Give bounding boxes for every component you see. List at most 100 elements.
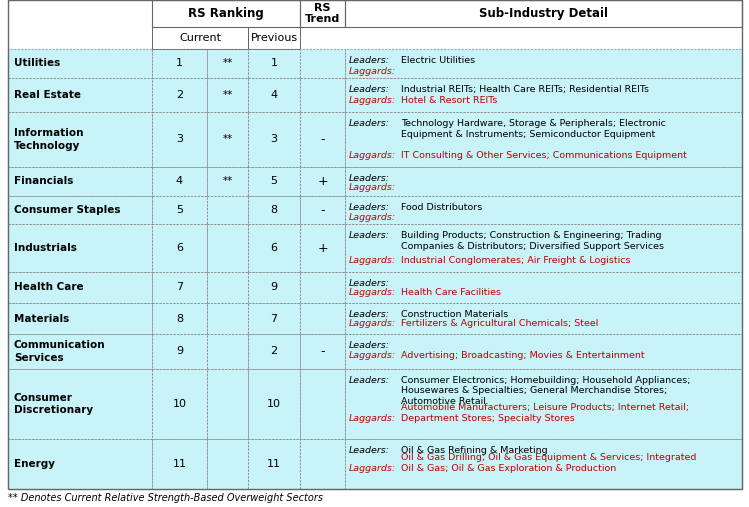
Bar	[248, 225, 300, 272]
Text: Electric Utilities: Electric Utilities	[401, 56, 475, 65]
Bar	[300, 303, 345, 335]
Bar	[207, 167, 248, 196]
Bar	[152, 272, 207, 303]
Bar	[345, 196, 742, 225]
Bar	[248, 272, 300, 303]
Bar	[207, 303, 248, 335]
Bar	[248, 335, 300, 369]
Text: Leaders:: Leaders:	[349, 56, 390, 65]
Bar	[8, 225, 152, 272]
Bar	[8, 303, 152, 335]
Bar	[207, 78, 248, 112]
Text: Consumer Staples: Consumer Staples	[14, 205, 121, 215]
Text: ** Denotes Current Relative Strength-Based Overweight Sectors: ** Denotes Current Relative Strength-Bas…	[8, 493, 323, 503]
Bar	[207, 272, 248, 303]
Bar	[248, 196, 300, 225]
Text: Automobile Manufacturers; Leisure Products; Internet Retail;
Department Stores; : Automobile Manufacturers; Leisure Produc…	[401, 403, 689, 423]
Bar	[8, 112, 152, 167]
Text: Technology Hardware, Storage & Peripherals; Electronic
Equipment & Instruments; : Technology Hardware, Storage & Periphera…	[401, 119, 666, 138]
Text: Laggards:: Laggards:	[349, 256, 396, 265]
Bar	[248, 225, 300, 272]
Text: RS
Trend: RS Trend	[305, 3, 340, 24]
Bar	[248, 369, 300, 439]
Text: Consumer
Discretionary: Consumer Discretionary	[14, 393, 93, 415]
Text: Building Products; Construction & Engineering; Trading
Companies & Distributors;: Building Products; Construction & Engine…	[401, 232, 664, 251]
Text: Consumer Electronics; Homebuilding; Household Appliances;
Housewares & Specialti: Consumer Electronics; Homebuilding; Hous…	[401, 376, 691, 406]
Bar	[8, 439, 152, 489]
Bar	[248, 167, 300, 196]
Bar	[345, 49, 742, 78]
Bar	[207, 225, 248, 272]
Bar	[248, 272, 300, 303]
Bar	[345, 0, 742, 27]
Bar	[300, 112, 345, 167]
Text: Laggards:: Laggards:	[349, 319, 396, 328]
Text: 4: 4	[176, 176, 183, 186]
Bar	[8, 167, 152, 196]
Bar	[8, 78, 152, 112]
Text: 11: 11	[172, 459, 187, 469]
Bar	[152, 78, 207, 112]
Bar	[300, 167, 345, 196]
Bar	[300, 272, 345, 303]
Text: Utilities: Utilities	[14, 58, 60, 68]
Bar	[8, 167, 152, 196]
Bar	[207, 369, 248, 439]
Bar	[152, 225, 207, 272]
Text: Laggards:: Laggards:	[349, 213, 396, 222]
Bar	[8, 196, 152, 225]
Bar	[345, 369, 742, 439]
Bar	[207, 112, 248, 167]
Bar	[248, 78, 300, 112]
Bar	[8, 272, 152, 303]
Bar	[300, 78, 345, 112]
Bar	[207, 439, 248, 489]
Bar	[207, 335, 248, 369]
Text: 3: 3	[176, 134, 183, 144]
Text: Materials: Materials	[14, 314, 69, 324]
Text: IT Consulting & Other Services; Communications Equipment: IT Consulting & Other Services; Communic…	[401, 151, 687, 160]
Bar	[207, 196, 248, 225]
Bar	[8, 335, 152, 369]
Text: Laggards:: Laggards:	[349, 151, 396, 160]
Bar	[300, 167, 345, 196]
Bar	[300, 49, 345, 78]
Bar	[345, 303, 742, 335]
Bar	[152, 196, 207, 225]
Bar	[152, 27, 248, 49]
Bar	[300, 439, 345, 489]
Text: Laggards:: Laggards:	[349, 351, 396, 360]
Text: Industrial Conglomerates; Air Freight & Logistics: Industrial Conglomerates; Air Freight & …	[401, 256, 631, 265]
Bar	[152, 49, 207, 78]
Bar	[152, 49, 207, 78]
Text: Oil & Gas Drilling; Oil & Gas Equipment & Services; Integrated
Oil & Gas; Oil & : Oil & Gas Drilling; Oil & Gas Equipment …	[401, 453, 697, 473]
Text: 5: 5	[176, 205, 183, 215]
Text: Laggards:: Laggards:	[349, 414, 396, 423]
Bar	[248, 335, 300, 369]
Text: 10: 10	[172, 399, 187, 409]
Text: **: **	[222, 90, 233, 100]
Text: -: -	[321, 345, 325, 358]
Bar	[152, 335, 207, 369]
Bar	[345, 167, 742, 196]
Bar	[207, 335, 248, 369]
Bar	[345, 439, 742, 489]
Bar	[152, 112, 207, 167]
Text: 7: 7	[270, 314, 278, 324]
Bar	[248, 27, 300, 49]
Bar	[8, 112, 152, 167]
Bar	[152, 0, 300, 27]
Bar	[248, 439, 300, 489]
Text: Health Care Facilities: Health Care Facilities	[401, 288, 501, 297]
Bar	[207, 272, 248, 303]
Text: Leaders:: Leaders:	[349, 232, 390, 240]
Bar	[300, 369, 345, 439]
Text: 2: 2	[176, 90, 183, 100]
Bar	[8, 439, 152, 489]
Bar	[248, 49, 300, 78]
Bar	[345, 112, 742, 167]
Bar	[345, 335, 742, 369]
Bar	[248, 112, 300, 167]
Bar	[207, 112, 248, 167]
Text: **: **	[222, 58, 233, 68]
